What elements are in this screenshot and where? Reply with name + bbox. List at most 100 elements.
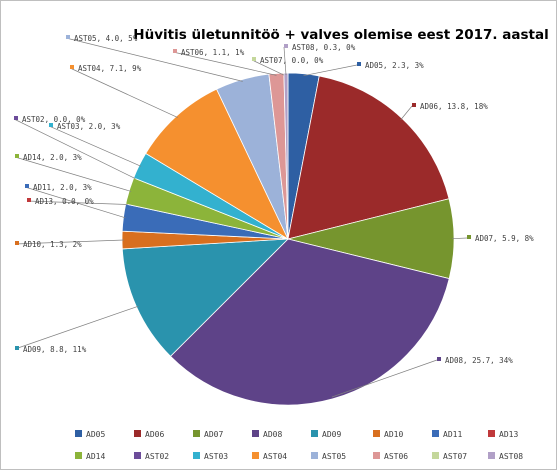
legend-swatch-ast06 xyxy=(373,452,380,459)
data-label-ast04: AST04, 7.1, 9% xyxy=(78,64,142,73)
legend-item-ast08: AST08 xyxy=(488,452,523,461)
legend-item-ad07: AD07 xyxy=(193,430,223,439)
legend-label-ast03: AST03 xyxy=(204,452,228,461)
data-label-ast07: AST07, 0.0, 0% xyxy=(260,56,324,65)
data-label-ast03: AST03, 2.0, 3% xyxy=(57,122,121,131)
legend-label-ast05: AST05 xyxy=(322,452,346,461)
legend-label-ast08: AST08 xyxy=(499,452,523,461)
label-marker-ast05 xyxy=(66,35,70,39)
label-marker-ad10 xyxy=(15,241,19,245)
leader-line-ast03 xyxy=(48,125,142,167)
legend-swatch-ad14 xyxy=(75,452,82,459)
data-label-ast08: AST08, 0.3, 0% xyxy=(292,43,356,52)
legend-label-ad07: AD07 xyxy=(204,430,223,439)
legend-item-ad13: AD13 xyxy=(488,430,518,439)
data-label-ad06: AD06, 13.8, 18% xyxy=(420,102,488,111)
legend-swatch-ad09 xyxy=(311,430,318,437)
label-marker-ad06 xyxy=(412,103,416,107)
data-label-ad05: AD05, 2.3, 3% xyxy=(365,61,424,70)
leader-line-ast07 xyxy=(251,59,285,76)
legend-swatch-ad05 xyxy=(75,430,82,437)
legend-item-ast03: AST03 xyxy=(193,452,228,461)
data-label-ad14: AD14, 2.0, 3% xyxy=(23,153,82,162)
legend-swatch-ast02 xyxy=(134,452,141,459)
label-marker-ast08 xyxy=(284,44,288,48)
label-leader-lines xyxy=(13,37,468,398)
leader-line-ad14 xyxy=(14,156,132,192)
leader-line-ad13 xyxy=(26,200,128,205)
pie-slice-ad08 xyxy=(169,238,450,406)
legend-item-ad14: AD14 xyxy=(75,452,105,461)
legend-swatch-ast05 xyxy=(311,452,318,459)
data-label-ad13: AD13, 0.0, 0% xyxy=(35,197,94,206)
legend-item-ad08: AD08 xyxy=(252,430,282,439)
leader-line-ad07 xyxy=(451,237,468,240)
legend-label-ad10: AD10 xyxy=(384,430,403,439)
legend-label-ast07: AST07 xyxy=(443,452,467,461)
legend-label-ad14: AD14 xyxy=(86,452,105,461)
legend-item-ast05: AST05 xyxy=(311,452,346,461)
leader-line-ad10 xyxy=(14,239,125,245)
leader-line-ad06 xyxy=(400,105,413,121)
data-label-ast05: AST05, 4.0, 5% xyxy=(74,34,138,43)
label-marker-ad07 xyxy=(467,235,471,239)
pie-slice-ast04 xyxy=(145,88,289,241)
legend-item-ad11: AD11 xyxy=(432,430,462,439)
legend-label-ast04: AST04 xyxy=(263,452,287,461)
label-marker-ad09 xyxy=(15,346,19,350)
label-marker-ad05 xyxy=(357,62,361,66)
pie-slices xyxy=(121,72,455,406)
legend-item-ast04: AST04 xyxy=(252,452,287,461)
legend-label-ad11: AD11 xyxy=(443,430,462,439)
label-marker-ast04 xyxy=(70,65,74,69)
leader-line-ad09 xyxy=(14,305,139,350)
legend: AD05 AD06 AD07 AD08 AD09 AD10 AD11 AD13 AD14 AST0… xyxy=(75,430,523,461)
data-label-ad08: AD08, 25.7, 34% xyxy=(445,356,513,365)
leader-line-ad05 xyxy=(303,64,358,77)
data-label-ad10: AD10, 1.3, 2% xyxy=(23,240,82,249)
legend-label-ad05: AD05 xyxy=(86,430,105,439)
legend-swatch-ad10 xyxy=(373,430,380,437)
data-label-ad09: AD09, 8.8, 11% xyxy=(23,345,87,354)
legend-swatch-ast07 xyxy=(432,452,439,459)
chart-title: Hüvitis ületunnitöö + valves olemise ees… xyxy=(133,27,548,43)
legend-swatch-ast04 xyxy=(252,452,259,459)
leader-line-ast08 xyxy=(283,46,287,76)
label-marker-ast03 xyxy=(49,123,53,127)
leader-line-ast05 xyxy=(65,37,243,82)
legend-item-ad10: AD10 xyxy=(373,430,403,439)
legend-swatch-ad06 xyxy=(134,430,141,437)
leader-line-ast06 xyxy=(172,51,277,76)
label-marker-ast02 xyxy=(14,116,18,120)
legend-label-ast06: AST06 xyxy=(384,452,408,461)
label-marker-ast07 xyxy=(252,57,256,61)
legend-swatch-ad11 xyxy=(432,430,439,437)
legend-label-ad08: AD08 xyxy=(263,430,282,439)
data-label-ad07: AD07, 5.9, 8% xyxy=(475,234,534,243)
legend-swatch-ast03 xyxy=(193,452,200,459)
legend-item-ast07: AST07 xyxy=(432,452,467,461)
leader-line-ad08 xyxy=(331,359,438,398)
legend-label-ad06: AD06 xyxy=(145,430,164,439)
legend-label-ast02: AST02 xyxy=(145,452,169,461)
data-label-ad11: AD11, 2.0, 3% xyxy=(33,183,92,192)
legend-swatch-ad08 xyxy=(252,430,259,437)
legend-item-ad05: AD05 xyxy=(75,430,105,439)
legend-swatch-ad07 xyxy=(193,430,200,437)
legend-item-ast02: AST02 xyxy=(134,452,169,461)
legend-item-ast06: AST06 xyxy=(373,452,408,461)
legend-item-ad06: AD06 xyxy=(134,430,164,439)
label-marker-ad14 xyxy=(15,154,19,158)
label-marker-ad11 xyxy=(25,184,29,188)
data-label-ast02: AST02, 0.0, 0% xyxy=(22,115,86,124)
label-marker-ad08 xyxy=(437,357,441,361)
leader-line-ast02 xyxy=(13,118,136,180)
legend-item-ad09: AD09 xyxy=(311,430,341,439)
leader-line-ast04 xyxy=(69,67,178,118)
label-marker-ast06 xyxy=(173,49,177,53)
legend-swatch-ast08 xyxy=(488,452,495,459)
legend-label-ad13: AD13 xyxy=(499,430,518,439)
legend-label-ad09: AD09 xyxy=(322,430,341,439)
